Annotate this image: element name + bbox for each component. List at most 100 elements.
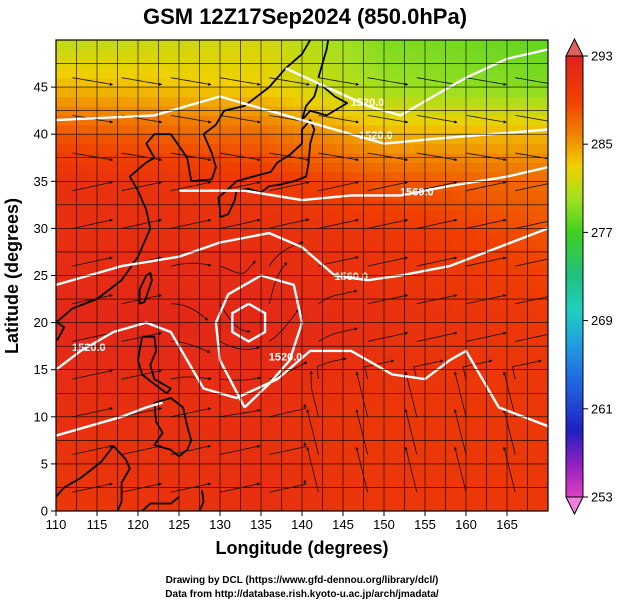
field-cell: [375, 266, 385, 277]
field-cell: [179, 463, 188, 474]
field-cell: [211, 124, 221, 135]
field-cell: [375, 115, 385, 126]
field-cell: [244, 162, 254, 173]
field-cell: [252, 237, 262, 248]
field-cell: [375, 96, 385, 107]
field-cell: [97, 190, 106, 201]
field-cell: [523, 162, 533, 173]
field-cell: [310, 218, 319, 229]
field-cell: [179, 435, 188, 446]
field-cell: [170, 379, 180, 390]
field-cell: [162, 397, 172, 408]
field-cell: [531, 369, 541, 380]
field-cell: [408, 40, 418, 51]
field-cell: [170, 322, 180, 333]
field-cell: [162, 266, 172, 277]
field-cell: [80, 105, 90, 116]
field-cell: [252, 171, 262, 182]
field-cell: [220, 379, 229, 390]
field-cell: [285, 124, 295, 135]
field-cell: [285, 332, 295, 343]
field-cell: [269, 313, 278, 324]
field-cell: [211, 115, 221, 126]
field-cell: [146, 379, 155, 390]
field-cell: [138, 360, 147, 371]
contour-label: 1560.0: [334, 271, 368, 283]
field-cell: [228, 134, 237, 145]
field-cell: [105, 313, 114, 324]
field-cell: [490, 181, 500, 192]
field-cell: [187, 284, 196, 295]
streamline: [367, 181, 409, 192]
field-cell: [113, 105, 123, 116]
streamline: [219, 341, 260, 350]
field-cell: [179, 124, 188, 135]
field-cell: [228, 492, 237, 503]
field-cell: [351, 313, 360, 324]
field-cell: [146, 473, 155, 484]
field-cell: [507, 87, 516, 98]
contour-label: 1520.0: [359, 130, 393, 142]
field-cell: [326, 209, 336, 220]
field-cell: [113, 473, 123, 484]
field-cell: [211, 266, 221, 277]
field-cell: [170, 124, 180, 135]
field-cell: [351, 407, 360, 418]
field-cell: [80, 369, 90, 380]
field-cell: [523, 445, 533, 456]
field-cell: [302, 228, 311, 239]
field-cell: [187, 87, 196, 98]
field-cell: [539, 275, 548, 286]
field-cell: [113, 171, 123, 182]
field-cell: [228, 77, 237, 88]
field-cell: [228, 143, 237, 154]
field-cell: [203, 341, 213, 352]
field-cell: [474, 426, 483, 437]
field-cell: [97, 171, 106, 182]
field-cell: [457, 87, 467, 98]
field-cell: [474, 416, 483, 427]
field-cell: [449, 143, 459, 154]
field-cell: [515, 350, 524, 361]
field-cell: [416, 143, 426, 154]
field-cell: [269, 218, 278, 229]
field-cell: [539, 360, 548, 371]
field-cell: [515, 266, 524, 277]
streamline: [219, 409, 261, 418]
field-cell: [97, 313, 106, 324]
field-cell: [416, 501, 426, 511]
field-cell: [498, 96, 508, 107]
field-cell: [515, 237, 524, 248]
field-cell: [531, 501, 541, 511]
field-cell: [507, 266, 516, 277]
field-cell: [105, 332, 114, 343]
field-cell: [187, 313, 196, 324]
field-cell: [474, 171, 483, 182]
field-cell: [531, 190, 541, 201]
field-cell: [384, 275, 393, 286]
field-cell: [261, 350, 270, 361]
streamline: [170, 181, 212, 192]
field-cell: [449, 303, 459, 314]
field-cell: [211, 445, 221, 456]
field-cell: [466, 77, 475, 88]
field-cell: [211, 501, 221, 511]
grid-lines: [56, 40, 548, 511]
field-cell: [105, 407, 114, 418]
field-cell: [244, 416, 254, 427]
field-cell: [449, 162, 459, 173]
field-cell: [433, 454, 442, 465]
field-cell: [457, 501, 467, 511]
field-cell: [408, 162, 418, 173]
field-cell: [72, 77, 82, 88]
field-cell: [146, 181, 155, 192]
field-cell: [228, 105, 237, 116]
field-cell: [310, 40, 319, 51]
colorbar-tick-label: 253: [591, 490, 613, 505]
field-cell: [425, 501, 434, 511]
field-cell: [244, 445, 254, 456]
field-cell: [392, 454, 401, 465]
field-cell: [416, 171, 426, 182]
y-tick-label: 40: [34, 127, 48, 142]
